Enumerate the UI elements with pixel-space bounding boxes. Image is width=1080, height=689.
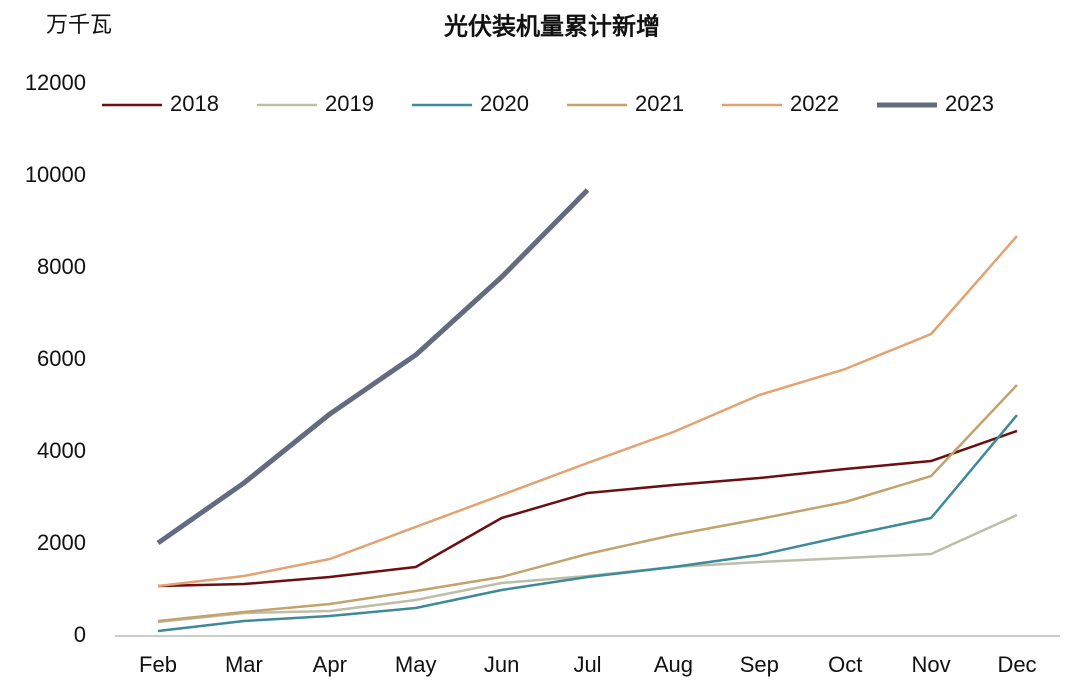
legend-label: 2020 xyxy=(480,91,529,116)
y-tick-label: 10000 xyxy=(25,162,86,187)
series-line xyxy=(157,414,1018,633)
x-tick-label: Mar xyxy=(225,652,263,677)
legend-label: 2019 xyxy=(325,91,374,116)
chart-title: 光伏装机量累计新增 xyxy=(443,12,660,40)
x-tick-label: May xyxy=(395,652,437,677)
x-tick-label: Sep xyxy=(740,652,779,677)
x-tick-label: Apr xyxy=(313,652,347,677)
x-tick-label: Feb xyxy=(139,652,177,677)
y-tick-label: 6000 xyxy=(37,346,86,371)
x-tick-label: Jun xyxy=(484,652,519,677)
x-tick-label: Jul xyxy=(573,652,601,677)
y-tick-label: 2000 xyxy=(37,530,86,555)
x-tick-label: Dec xyxy=(997,652,1036,677)
x-tick-label: Aug xyxy=(654,652,693,677)
series-line xyxy=(157,235,1018,588)
x-tick-label: Nov xyxy=(912,652,951,677)
y-unit-label: 万千瓦 xyxy=(46,12,112,37)
legend-label: 2022 xyxy=(790,91,839,116)
legend-label: 2021 xyxy=(635,91,684,116)
series-line xyxy=(157,429,1018,588)
legend-label: 2023 xyxy=(945,91,994,116)
y-tick-label: 12000 xyxy=(25,70,86,95)
y-tick-label: 0 xyxy=(74,622,86,647)
series-line xyxy=(157,384,1018,623)
legend-label: 2018 xyxy=(170,91,219,116)
y-tick-label: 8000 xyxy=(37,254,86,279)
x-tick-label: Oct xyxy=(828,652,862,677)
series-line xyxy=(156,188,590,546)
y-tick-label: 4000 xyxy=(37,438,86,463)
